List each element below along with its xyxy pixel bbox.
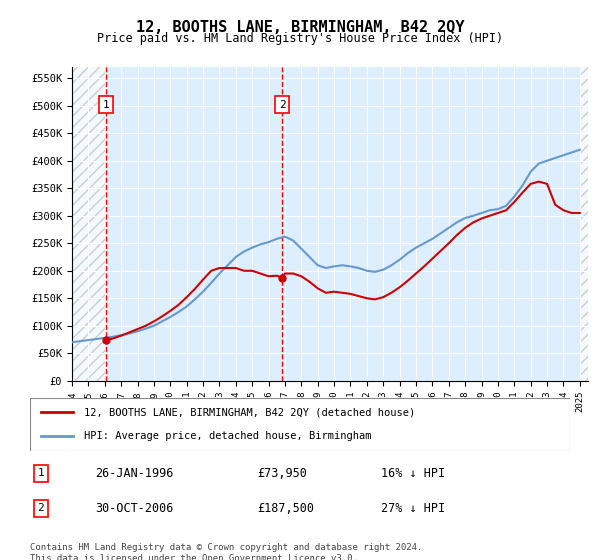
Text: 16% ↓ HPI: 16% ↓ HPI bbox=[381, 466, 445, 480]
Text: 30-OCT-2006: 30-OCT-2006 bbox=[95, 502, 173, 515]
Text: 2: 2 bbox=[37, 503, 44, 514]
Text: £187,500: £187,500 bbox=[257, 502, 314, 515]
Text: 1: 1 bbox=[37, 468, 44, 478]
Text: 12, BOOTHS LANE, BIRMINGHAM, B42 2QY (detached house): 12, BOOTHS LANE, BIRMINGHAM, B42 2QY (de… bbox=[84, 408, 415, 418]
Text: 27% ↓ HPI: 27% ↓ HPI bbox=[381, 502, 445, 515]
FancyBboxPatch shape bbox=[30, 398, 570, 451]
Text: Contains HM Land Registry data © Crown copyright and database right 2024.
This d: Contains HM Land Registry data © Crown c… bbox=[30, 543, 422, 560]
Bar bbox=[72, 67, 106, 381]
Text: 26-JAN-1996: 26-JAN-1996 bbox=[95, 466, 173, 480]
Text: Price paid vs. HM Land Registry's House Price Index (HPI): Price paid vs. HM Land Registry's House … bbox=[97, 32, 503, 45]
Text: 2: 2 bbox=[279, 100, 286, 110]
Text: 1: 1 bbox=[103, 100, 109, 110]
Text: HPI: Average price, detached house, Birmingham: HPI: Average price, detached house, Birm… bbox=[84, 431, 371, 441]
Text: £73,950: £73,950 bbox=[257, 466, 307, 480]
Text: 12, BOOTHS LANE, BIRMINGHAM, B42 2QY: 12, BOOTHS LANE, BIRMINGHAM, B42 2QY bbox=[136, 20, 464, 35]
